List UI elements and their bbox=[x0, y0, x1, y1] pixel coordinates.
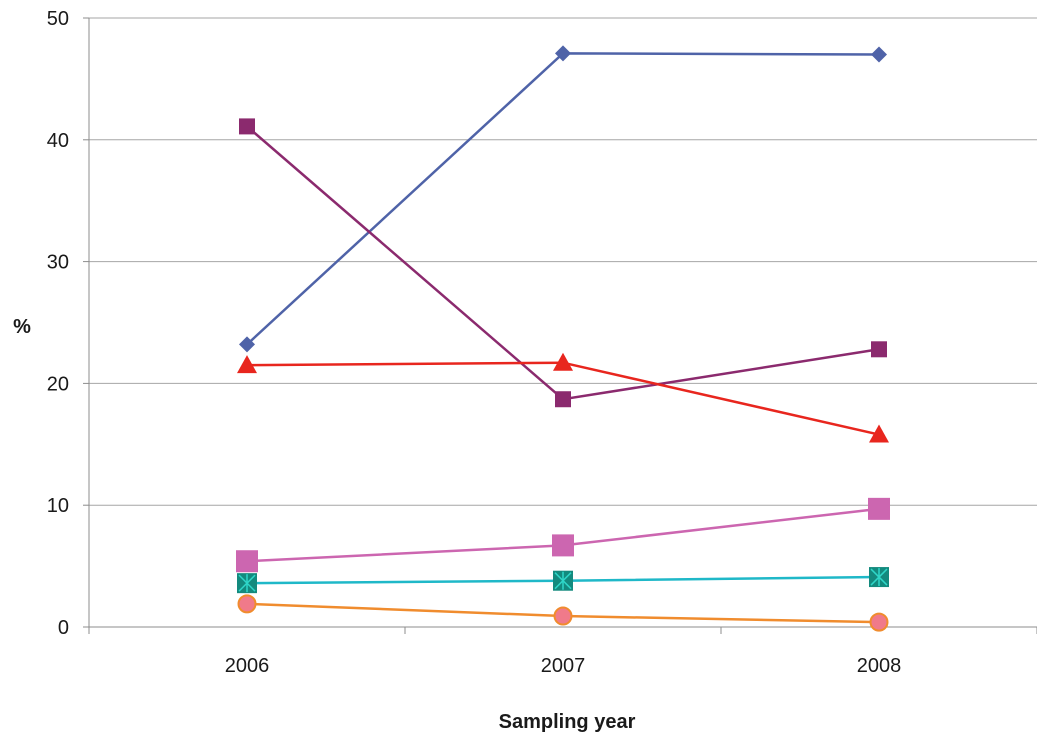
data-point-marker bbox=[871, 341, 887, 358]
series-3 bbox=[237, 352, 889, 443]
y-tick-label: 10 bbox=[47, 495, 69, 517]
data-point-marker bbox=[553, 606, 573, 626]
data-point-marker bbox=[869, 612, 889, 632]
data-point-marker bbox=[236, 550, 258, 573]
x-tick-label: 2007 bbox=[541, 655, 586, 677]
data-point-marker bbox=[237, 594, 257, 614]
x-tick-label: 2006 bbox=[225, 655, 270, 677]
y-tick-label: 20 bbox=[47, 373, 69, 395]
x-tick-labels: 2006 2007 2008 bbox=[225, 655, 902, 677]
series-group bbox=[236, 45, 890, 632]
data-point-marker bbox=[871, 46, 887, 63]
y-tick-labels: 0 10 20 30 40 50 bbox=[47, 8, 69, 639]
data-point-marker bbox=[868, 497, 890, 520]
series-4 bbox=[236, 497, 890, 573]
y-tick-label: 40 bbox=[47, 130, 69, 152]
data-point-marker bbox=[553, 570, 573, 591]
data-point-marker bbox=[869, 567, 889, 588]
series-2 bbox=[239, 118, 887, 408]
data-point-marker bbox=[553, 352, 573, 371]
y-tick-label: 50 bbox=[47, 8, 69, 30]
x-axis-title: Sampling year bbox=[499, 711, 636, 733]
y-axis-title: % bbox=[13, 316, 31, 338]
data-point-marker bbox=[869, 424, 889, 443]
data-point-marker bbox=[555, 391, 571, 408]
data-point-marker bbox=[239, 118, 255, 135]
x-tick-label: 2008 bbox=[857, 655, 902, 677]
series-6 bbox=[237, 594, 889, 632]
data-point-marker bbox=[552, 534, 574, 557]
series-1 bbox=[239, 45, 887, 353]
y-tick-label: 0 bbox=[58, 617, 69, 639]
y-tick-label: 30 bbox=[47, 252, 69, 274]
data-point-marker bbox=[237, 573, 257, 594]
data-point-marker bbox=[237, 355, 257, 374]
series-line bbox=[246, 52, 880, 346]
gridlines bbox=[89, 17, 1037, 506]
series-5 bbox=[237, 567, 889, 594]
data-point-marker bbox=[239, 336, 255, 353]
data-point-marker bbox=[555, 45, 571, 62]
